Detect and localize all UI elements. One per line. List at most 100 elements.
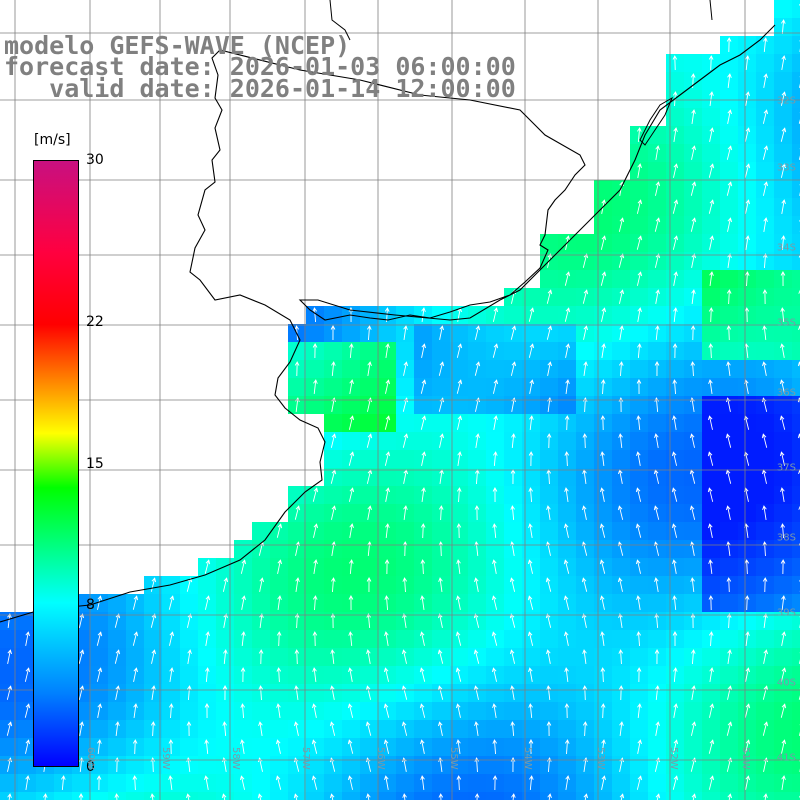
wind-speed-cell: [792, 396, 800, 414]
wind-speed-cell: [522, 648, 540, 666]
wind-arrow: [600, 703, 606, 719]
wind-arrow: [96, 667, 103, 682]
wind-arrow: [654, 577, 659, 592]
wind-arrow: [221, 793, 227, 800]
wind-arrow: [654, 253, 661, 268]
wind-speed-cell: [90, 792, 108, 800]
wind-speed-cell: [684, 558, 702, 576]
wind-arrow: [456, 739, 461, 754]
latitude-label: 40S: [776, 677, 796, 689]
wind-speed-cell: [594, 720, 612, 738]
wind-arrow: [277, 595, 282, 610]
wind-speed-cell: [774, 324, 792, 342]
wind-speed-cell: [180, 594, 198, 612]
wind-speed-cell: [792, 72, 800, 90]
wind-speed-cell: [738, 720, 756, 738]
wind-speed-cell: [720, 270, 738, 288]
wind-arrow: [240, 559, 247, 574]
wind-speed-cell: [720, 666, 738, 684]
wind-speed-cell: [288, 486, 306, 504]
wind-arrow: [420, 379, 427, 394]
wind-speed-cell: [648, 630, 666, 648]
wind-speed-cell: [18, 756, 36, 774]
wind-arrow: [691, 109, 696, 124]
wind-speed-cell: [522, 360, 540, 378]
wind-speed-cell: [666, 288, 684, 306]
wind-arrow: [654, 433, 659, 448]
wind-arrow: [672, 631, 678, 647]
wind-speed-cell: [288, 522, 306, 540]
wind-arrow: [707, 487, 714, 502]
wind-speed-cell: [648, 594, 666, 612]
wind-speed-cell: [360, 594, 378, 612]
wind-arrow: [240, 703, 246, 719]
wind-speed-cell: [108, 738, 126, 756]
wind-arrow: [168, 775, 173, 791]
wind-speed-cell: [630, 720, 648, 738]
wind-speed-cell: [738, 684, 756, 702]
wind-speed-cell: [0, 666, 18, 684]
wind-speed-cell: [774, 540, 792, 558]
wind-speed-cell: [720, 522, 738, 540]
wind-speed-cell: [468, 774, 486, 792]
wind-speed-cell: [234, 720, 252, 738]
wind-speed-cell: [504, 558, 522, 576]
wind-speed-cell: [594, 216, 612, 234]
wind-speed-cell: [180, 630, 198, 648]
wind-speed-cell: [666, 252, 684, 270]
wind-speed-cell: [648, 522, 666, 540]
wind-speed-cell: [450, 540, 468, 558]
wind-arrow: [744, 739, 751, 754]
wind-speed-cell: [720, 558, 738, 576]
wind-arrow: [636, 271, 643, 286]
wind-speed-cell: [378, 684, 396, 702]
wind-arrow: [726, 289, 732, 305]
wind-speed-cell: [612, 486, 630, 504]
wind-speed-cell: [666, 612, 684, 630]
wind-speed-cell: [756, 594, 774, 612]
wind-arrow: [726, 361, 731, 376]
wind-speed-cell: [0, 774, 18, 792]
wind-arrow: [24, 667, 31, 682]
wind-speed-cell: [144, 738, 162, 756]
wind-speed-cell: [288, 630, 306, 648]
wind-speed-cell: [468, 306, 486, 324]
wind-arrow: [637, 343, 642, 359]
wind-arrow: [618, 253, 625, 268]
wind-speed-cell: [540, 558, 558, 576]
wind-arrow: [79, 613, 85, 628]
wind-arrow: [168, 595, 175, 610]
wind-arrow: [619, 793, 625, 800]
wind-arrow: [636, 235, 643, 250]
wind-arrow: [527, 631, 534, 646]
wind-arrow: [384, 631, 389, 646]
wind-speed-cell: [360, 450, 378, 468]
wind-arrow: [456, 559, 461, 575]
wind-speed-cell: [162, 612, 180, 630]
wind-speed-cell: [504, 522, 522, 540]
wind-arrow: [708, 775, 715, 790]
wind-speed-cell: [594, 360, 612, 378]
wind-arrow: [330, 577, 336, 593]
wind-arrow: [618, 289, 625, 304]
wind-arrow: [132, 739, 138, 755]
wind-speed-cell: [792, 108, 800, 126]
wind-arrow: [618, 217, 625, 232]
wind-speed-cell: [576, 558, 594, 576]
wind-speed-cell: [756, 162, 774, 180]
wind-arrow: [744, 127, 751, 142]
wind-arrow: [7, 649, 12, 664]
wind-arrow: [672, 235, 679, 250]
wind-arrow: [420, 523, 426, 539]
wind-speed-cell: [522, 324, 540, 342]
wind-arrow: [168, 739, 174, 755]
wind-speed-cell: [720, 702, 738, 720]
wind-speed-cell: [324, 594, 342, 612]
wind-speed-cell: [504, 378, 522, 396]
wind-speed-cell: [432, 414, 450, 432]
wind-speed-cell: [576, 594, 594, 612]
wind-arrow: [456, 343, 463, 358]
wind-speed-cell: [108, 594, 126, 612]
wind-arrow: [528, 451, 534, 467]
wind-speed-cell: [360, 342, 378, 360]
